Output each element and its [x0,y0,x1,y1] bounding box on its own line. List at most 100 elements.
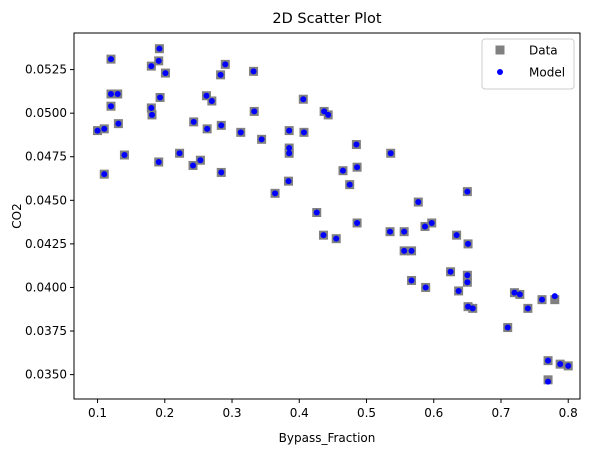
model-point [511,289,518,296]
model-point [218,122,225,129]
model-series [94,45,572,385]
x-tick-label: 0.7 [491,406,510,420]
x-axis-ticks: 0.1 0.2 0.3 0.4 0.5 0.6 0.7 0.8 [88,399,578,420]
model-point [428,219,435,226]
legend-label-data: Data [529,44,558,58]
model-point [272,190,279,197]
model-point [464,272,471,279]
legend-label-model: Model [529,66,565,80]
model-point [353,141,360,148]
model-point [387,228,394,235]
model-point [148,63,155,70]
model-point [190,118,197,125]
x-tick-label: 0.6 [424,406,443,420]
model-point [346,181,353,188]
model-point [148,104,155,111]
model-point [286,127,293,134]
model-point [176,150,183,157]
model-point [250,68,257,75]
model-point [516,291,523,298]
model-point [251,108,258,115]
model-point [545,378,552,385]
model-point [339,167,346,174]
x-tick-label: 0.1 [88,406,107,420]
plot-frame [73,32,581,400]
y-tick-label: 0.0375 [25,324,67,338]
model-point [354,164,361,171]
model-point [408,277,415,284]
model-point [325,111,332,118]
model-point [156,45,163,52]
y-tick-label: 0.0525 [25,63,67,77]
chart-title: 2D Scatter Plot [272,11,382,27]
model-point [354,219,361,226]
model-point [469,305,476,312]
y-axis-ticks: 0.0350 0.0375 0.0400 0.0425 0.0450 0.0475 0.05… [25,63,74,382]
model-point [217,71,224,78]
model-point [313,209,320,216]
model-point [401,228,408,235]
model-point [115,120,122,127]
model-point [237,129,244,136]
model-point [539,296,546,303]
data-point [550,295,560,305]
model-point [94,127,101,134]
model-point [447,268,454,275]
x-tick-label: 0.4 [290,406,309,420]
model-point [320,232,327,239]
model-point [504,324,511,331]
y-axis-label: CO2 [10,203,24,228]
model-point [107,91,114,97]
model-point [149,111,156,118]
model-point [422,284,429,291]
model-point [204,125,211,132]
y-tick-label: 0.0475 [25,150,67,164]
model-point [300,96,307,103]
model-point [286,145,293,152]
model-point [422,223,429,230]
model-point [408,247,415,254]
model-point [524,305,531,312]
model-point [101,171,108,178]
model-point [321,108,328,115]
x-tick-label: 0.3 [222,406,241,420]
model-point [464,279,471,286]
model-point [107,103,114,110]
model-point [258,136,265,143]
x-tick-label: 0.5 [357,406,376,420]
x-tick-label: 0.8 [559,406,578,420]
model-point [157,94,164,101]
model-point [465,240,472,247]
y-tick-label: 0.0450 [25,193,67,207]
model-point [455,287,462,294]
model-point [387,150,394,157]
model-point [197,157,204,164]
model-point [101,125,108,132]
legend-box [481,38,575,90]
model-point [121,152,128,158]
legend-marker-model [497,69,503,75]
model-point [286,150,293,157]
model-point [465,303,472,310]
model-point [285,178,292,185]
model-point [218,169,225,176]
x-tick-label: 0.2 [155,406,174,420]
model-point [565,362,572,369]
model-point [557,361,564,368]
model-point [190,162,197,169]
legend-marker-data [495,45,505,55]
model-point [551,293,558,300]
model-point [114,91,121,97]
model-point [203,92,210,99]
model-point [401,247,408,254]
legend: Data Model [481,38,575,90]
model-point [208,97,215,104]
model-point [162,70,169,77]
y-tick-label: 0.0425 [25,237,67,251]
model-point [415,199,422,206]
model-point [155,158,162,165]
model-point [333,235,340,242]
model-point [155,57,162,64]
model-point [464,188,471,195]
